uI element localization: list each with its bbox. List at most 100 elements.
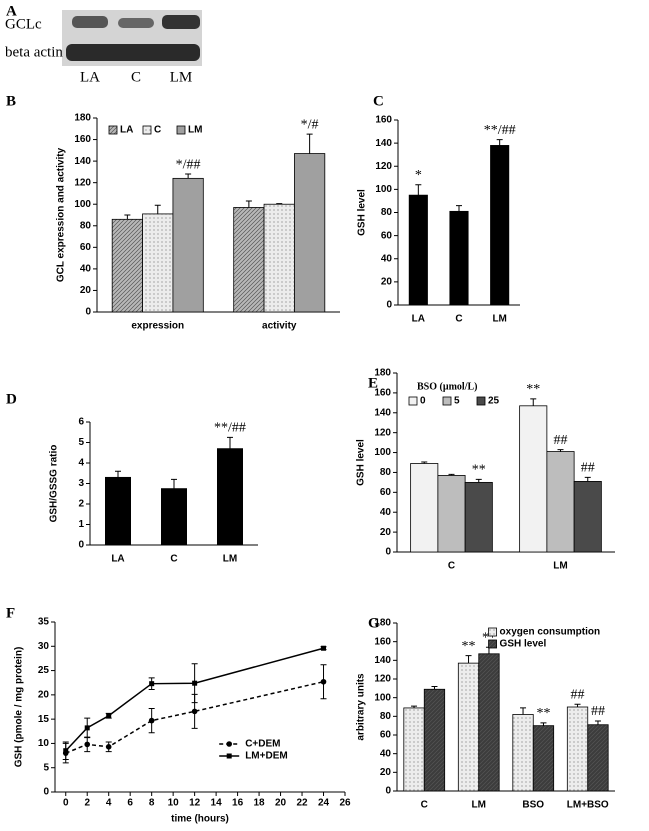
y-tick-label: 40 xyxy=(380,748,392,759)
panel-label: G xyxy=(368,615,380,631)
y-tick-label: 3 xyxy=(78,478,84,489)
y-tick-label: 15 xyxy=(38,714,50,725)
bar xyxy=(142,213,174,313)
y-tick-label: 120 xyxy=(374,427,391,438)
bar xyxy=(423,688,446,792)
bar xyxy=(294,153,326,313)
bar xyxy=(437,475,466,553)
bar xyxy=(490,145,510,306)
marker xyxy=(192,680,198,686)
y-tick-label: 100 xyxy=(74,199,91,210)
y-tick-label: 160 xyxy=(74,134,91,145)
y-tick-label: 0 xyxy=(85,307,91,318)
y-tick-label: 140 xyxy=(375,138,392,149)
bar xyxy=(160,488,187,546)
y-axis-title: arbitrary units xyxy=(356,673,367,741)
y-tick-label: 100 xyxy=(374,447,391,458)
y-tick-label: 140 xyxy=(74,156,91,167)
bar xyxy=(573,480,602,553)
marker xyxy=(84,741,91,748)
annotation: ## xyxy=(554,433,568,448)
y-tick-label: 80 xyxy=(381,207,393,218)
legend-label: GSH level xyxy=(500,639,547,650)
y-tick-label: 10 xyxy=(38,738,50,749)
annotation: */# xyxy=(301,117,319,132)
x-tick-label: C xyxy=(455,314,462,325)
marker xyxy=(321,645,327,651)
legend-swatch xyxy=(488,627,497,637)
legend-label: LM+DEM xyxy=(245,751,288,762)
error-bar xyxy=(456,205,462,212)
error-bar xyxy=(154,204,161,214)
legend-label: LA xyxy=(120,125,133,136)
y-tick-label: 120 xyxy=(375,161,392,172)
annotation: * xyxy=(415,168,422,183)
error-bar xyxy=(306,133,313,154)
marker xyxy=(84,725,90,731)
y-tick-label: 0 xyxy=(385,547,391,558)
error-bar xyxy=(276,203,283,205)
y-tick-label: 160 xyxy=(374,636,391,647)
error-bar xyxy=(520,707,527,715)
annotation: ** xyxy=(536,706,550,721)
annotation: ** xyxy=(462,639,476,654)
y-tick-label: 0 xyxy=(43,787,49,798)
y-tick-label: 60 xyxy=(381,230,393,241)
annotation: ## xyxy=(581,461,595,476)
x-tick-label: LM xyxy=(472,800,486,811)
panel-label: A xyxy=(6,3,17,19)
panel-label: E xyxy=(368,375,378,391)
legend-swatch xyxy=(476,396,486,406)
marker xyxy=(148,717,155,724)
y-tick-label: 5 xyxy=(78,437,84,448)
error-bar xyxy=(496,139,503,146)
error-bar xyxy=(540,722,547,726)
x-tick-label: 10 xyxy=(168,798,180,809)
bar xyxy=(105,476,132,546)
annotation: ** xyxy=(472,463,486,478)
y-tick-label: 40 xyxy=(380,507,392,518)
y-tick-label: 140 xyxy=(374,655,391,666)
y-axis-title: GSH level xyxy=(357,189,368,236)
legend-label: C+DEM xyxy=(245,739,280,750)
y-tick-label: 60 xyxy=(380,730,392,741)
y-tick-label: 0 xyxy=(385,786,391,797)
x-tick-label: 18 xyxy=(254,798,266,809)
x-tick-label: LM+BSO xyxy=(567,800,609,811)
marker xyxy=(106,713,112,719)
y-axis-title: GCL expression and activity xyxy=(56,147,67,282)
error-bar xyxy=(421,461,428,464)
x-tick-label: 14 xyxy=(211,798,223,809)
error-bar xyxy=(415,184,422,196)
bar xyxy=(587,724,609,792)
marker xyxy=(149,681,155,687)
y-tick-label: 40 xyxy=(80,264,92,275)
panel-label: F xyxy=(6,605,15,621)
y-tick-label: 6 xyxy=(78,417,84,428)
y-tick-label: 120 xyxy=(74,177,91,188)
x-tick-label: 22 xyxy=(296,798,308,809)
y-tick-label: 80 xyxy=(380,467,392,478)
line xyxy=(65,681,324,754)
y-tick-label: 0 xyxy=(78,540,84,551)
legend-label: 25 xyxy=(488,396,500,407)
x-tick-label: LA xyxy=(111,554,124,565)
y-tick-label: 160 xyxy=(374,388,391,399)
y-tick-label: 40 xyxy=(381,253,393,264)
bar xyxy=(410,463,439,553)
legend-title: BSO (µmol/L) xyxy=(417,381,478,392)
bar xyxy=(464,481,493,553)
x-tick-label: C xyxy=(170,554,177,565)
y-tick-label: 180 xyxy=(374,368,391,379)
x-axis-title: time (hours) xyxy=(171,814,229,825)
bar xyxy=(457,662,480,792)
y-tick-label: 60 xyxy=(80,242,92,253)
bar xyxy=(408,194,428,306)
legend-label: oxygen consumption xyxy=(500,627,601,638)
legend-label: 0 xyxy=(420,396,426,407)
annotation: ## xyxy=(571,687,585,702)
x-tick-label: 6 xyxy=(127,798,133,809)
legend-swatch xyxy=(488,639,497,649)
marker xyxy=(320,678,327,685)
